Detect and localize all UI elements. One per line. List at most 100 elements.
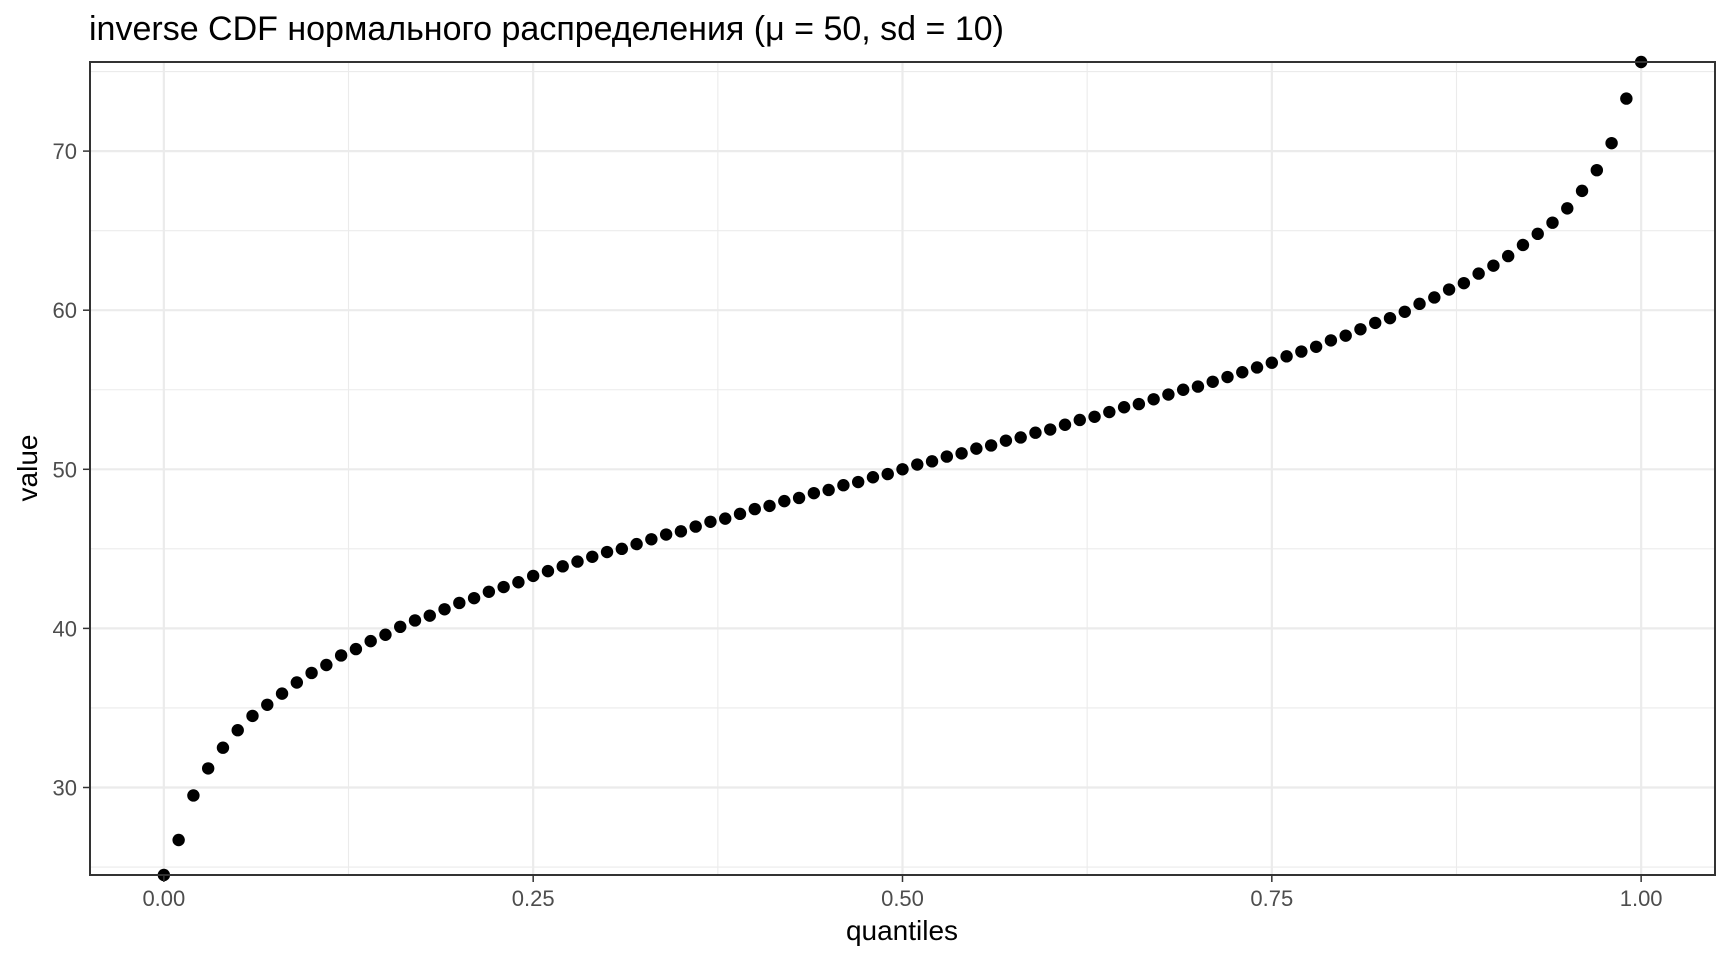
data-point	[275, 687, 289, 700]
data-point	[1176, 383, 1190, 396]
data-point	[201, 762, 215, 775]
data-point	[1147, 393, 1160, 406]
data-point	[1398, 305, 1411, 318]
data-point	[925, 455, 939, 468]
data-point	[261, 698, 274, 711]
data-point	[659, 528, 673, 541]
data-point	[1324, 334, 1338, 347]
data-point	[1014, 431, 1027, 444]
data-point	[1546, 216, 1559, 229]
data-point	[172, 833, 185, 847]
data-point	[1044, 423, 1057, 436]
data-point	[866, 471, 880, 484]
data-point	[541, 564, 555, 578]
data-point	[438, 603, 451, 616]
y-axis-label: value	[12, 435, 43, 502]
data-point	[423, 609, 436, 622]
data-point	[394, 620, 407, 634]
data-point	[689, 520, 702, 533]
data-point	[364, 634, 377, 648]
data-point	[187, 789, 200, 802]
data-point	[851, 475, 865, 489]
data-point	[290, 676, 304, 689]
y-tick-label: 60	[53, 298, 77, 323]
data-point	[822, 483, 835, 497]
data-point	[1029, 426, 1042, 439]
data-point	[1250, 361, 1264, 374]
data-point	[497, 580, 510, 594]
data-point	[526, 569, 540, 583]
x-tick-label: 1.00	[1620, 886, 1663, 911]
data-point	[955, 447, 968, 460]
data-point	[896, 463, 909, 476]
data-point	[1501, 249, 1515, 263]
data-point	[1487, 259, 1500, 272]
data-point	[1162, 388, 1175, 401]
data-point	[1280, 350, 1293, 363]
data-point	[1383, 311, 1397, 325]
y-tick-label: 50	[53, 457, 77, 482]
data-point	[1117, 401, 1131, 414]
data-point	[733, 507, 747, 521]
data-point	[216, 741, 230, 754]
data-point	[1309, 340, 1323, 353]
y-tick-label: 40	[53, 616, 77, 641]
data-point	[645, 533, 658, 546]
data-point	[231, 724, 244, 737]
data-point	[408, 614, 422, 627]
data-point	[320, 658, 333, 672]
data-point	[305, 666, 318, 680]
data-point	[467, 591, 481, 605]
data-point	[940, 450, 954, 463]
data-point	[1295, 345, 1308, 358]
data-point	[999, 434, 1013, 447]
x-tick-label: 0.75	[1250, 886, 1293, 911]
x-tick-label: 0.50	[881, 886, 924, 911]
data-point	[379, 628, 392, 641]
data-point	[1369, 316, 1382, 330]
data-point	[1103, 405, 1116, 419]
data-point	[763, 499, 776, 513]
y-tick-label: 70	[53, 139, 77, 164]
data-point	[586, 550, 599, 564]
data-point	[482, 585, 496, 599]
data-point	[837, 479, 850, 492]
data-point	[1058, 418, 1072, 431]
data-point	[556, 560, 569, 573]
data-point	[349, 642, 363, 656]
axis-ticks: 0.00 0.25 0.50 0.75 1.00 30 40 50 60 70	[53, 139, 1663, 911]
data-point	[630, 537, 643, 551]
data-point	[748, 502, 761, 516]
data-point	[1339, 329, 1352, 342]
data-point	[1191, 380, 1205, 393]
data-point	[704, 515, 717, 528]
data-point	[1561, 202, 1574, 215]
data-points	[157, 55, 1648, 882]
data-point	[1236, 366, 1249, 379]
data-point	[1088, 410, 1101, 423]
data-point	[674, 525, 688, 538]
data-point	[911, 458, 924, 471]
data-point	[807, 486, 821, 500]
data-point	[1457, 276, 1471, 290]
x-axis-label: quantiles	[846, 915, 958, 946]
data-point	[1575, 184, 1589, 198]
data-point	[1354, 323, 1367, 336]
data-point	[1132, 397, 1146, 411]
data-point	[1472, 267, 1485, 280]
data-point	[571, 555, 584, 568]
data-point	[1605, 136, 1618, 150]
data-point	[970, 442, 983, 455]
data-point	[1413, 297, 1426, 311]
data-point	[1516, 238, 1530, 252]
data-point	[512, 576, 525, 589]
data-point	[1590, 163, 1604, 177]
data-point	[1428, 291, 1441, 304]
data-point	[334, 649, 348, 662]
data-point	[1221, 370, 1234, 384]
data-point	[1620, 92, 1633, 105]
data-point	[615, 542, 629, 556]
data-point	[246, 709, 259, 723]
data-point	[881, 467, 894, 481]
